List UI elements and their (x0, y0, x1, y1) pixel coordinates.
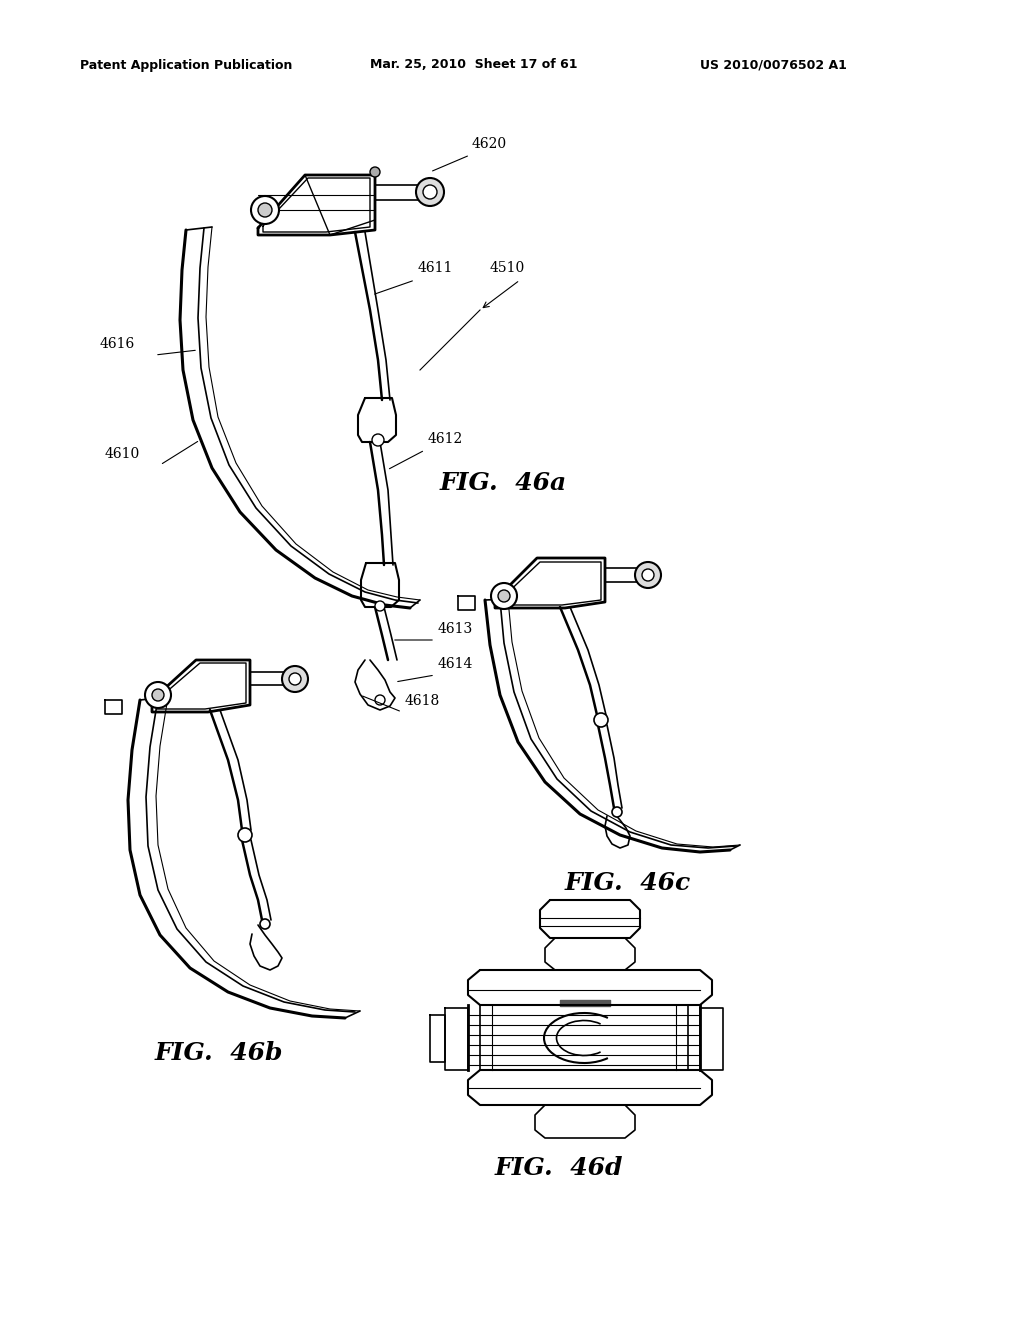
Text: 4614: 4614 (438, 657, 473, 671)
Circle shape (289, 673, 301, 685)
Circle shape (251, 195, 279, 224)
Circle shape (612, 807, 622, 817)
Text: Patent Application Publication: Patent Application Publication (80, 58, 293, 71)
Circle shape (372, 434, 384, 446)
Text: 4620: 4620 (472, 137, 507, 150)
Text: 4510: 4510 (490, 261, 525, 275)
Circle shape (498, 590, 510, 602)
Circle shape (594, 713, 608, 727)
Circle shape (490, 583, 517, 609)
Circle shape (145, 682, 171, 708)
Circle shape (238, 828, 252, 842)
Text: 4616: 4616 (100, 337, 135, 351)
Text: 4610: 4610 (105, 447, 140, 461)
Circle shape (423, 185, 437, 199)
Text: 4611: 4611 (418, 261, 454, 275)
Text: FIG.  46d: FIG. 46d (495, 1156, 624, 1180)
Text: US 2010/0076502 A1: US 2010/0076502 A1 (700, 58, 847, 71)
Circle shape (282, 667, 308, 692)
Text: 4613: 4613 (438, 622, 473, 636)
Circle shape (642, 569, 654, 581)
Text: FIG.  46b: FIG. 46b (155, 1041, 284, 1065)
Circle shape (375, 696, 385, 705)
Text: FIG.  46a: FIG. 46a (440, 471, 567, 495)
Circle shape (258, 203, 272, 216)
Circle shape (370, 168, 380, 177)
Circle shape (152, 689, 164, 701)
Text: 4612: 4612 (428, 432, 463, 446)
Circle shape (416, 178, 444, 206)
Text: 4618: 4618 (406, 694, 440, 708)
Circle shape (260, 919, 270, 929)
Circle shape (375, 601, 385, 611)
Circle shape (635, 562, 662, 587)
Text: Mar. 25, 2010  Sheet 17 of 61: Mar. 25, 2010 Sheet 17 of 61 (370, 58, 578, 71)
Text: FIG.  46c: FIG. 46c (565, 871, 691, 895)
